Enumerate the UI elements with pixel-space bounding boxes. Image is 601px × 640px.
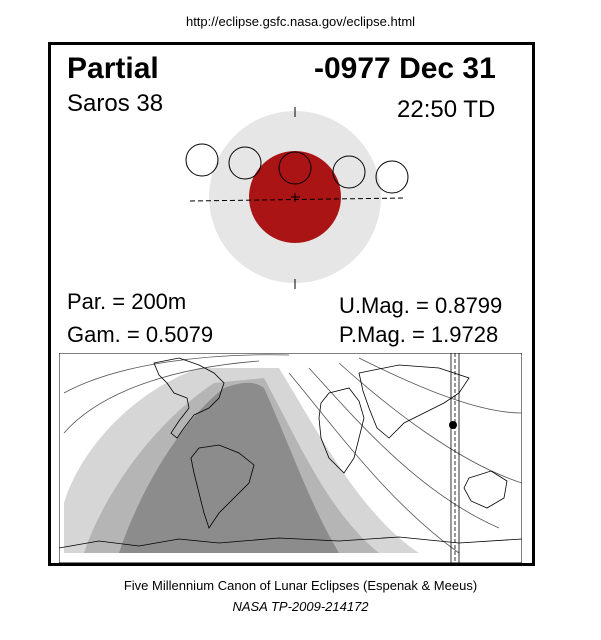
australia-outline bbox=[463, 470, 508, 509]
partial-duration: Par. = 200m bbox=[67, 289, 187, 314]
limit-line bbox=[288, 372, 460, 554]
ecliptic-line bbox=[189, 197, 406, 202]
canon-credit: Five Millennium Canon of Lunar Eclipses … bbox=[123, 578, 478, 593]
north-america-outline bbox=[153, 357, 225, 439]
moon-position bbox=[332, 155, 366, 189]
limit-line bbox=[308, 367, 500, 529]
moon-position bbox=[375, 160, 409, 194]
limit-line bbox=[63, 354, 290, 394]
zone-dark bbox=[119, 382, 339, 553]
europe-africa-outline bbox=[318, 387, 365, 474]
eclipse-date: -0977 Dec 31 bbox=[314, 52, 496, 85]
penumbral-magnitude: P.Mag. = 1.9728 bbox=[339, 322, 499, 347]
gamma-value: Gam. = 0.5079 bbox=[67, 322, 214, 347]
umbral-magnitude: U.Mag. = 0.8799 bbox=[339, 293, 503, 318]
moon-position bbox=[228, 146, 262, 180]
limit-line bbox=[63, 360, 260, 434]
publication-credit: NASA TP-2009-214172 bbox=[232, 599, 369, 614]
south-america-outline bbox=[190, 444, 255, 529]
moon-position bbox=[278, 151, 312, 185]
eclipse-type: Partial bbox=[67, 52, 159, 85]
eclipse-panel bbox=[48, 42, 535, 566]
moon-position bbox=[185, 143, 219, 177]
source-url: http://eclipse.gsfc.nasa.gov/eclipse.htm… bbox=[185, 14, 416, 29]
saros-number: Saros 38 bbox=[67, 90, 164, 117]
limit-line bbox=[338, 362, 522, 484]
eclipse-time: 22:50 TD bbox=[397, 96, 496, 123]
antarctica-outline bbox=[59, 536, 522, 549]
visibility-map bbox=[59, 353, 522, 563]
greatest-eclipse-marker bbox=[449, 421, 457, 429]
asia-outline bbox=[358, 364, 470, 439]
